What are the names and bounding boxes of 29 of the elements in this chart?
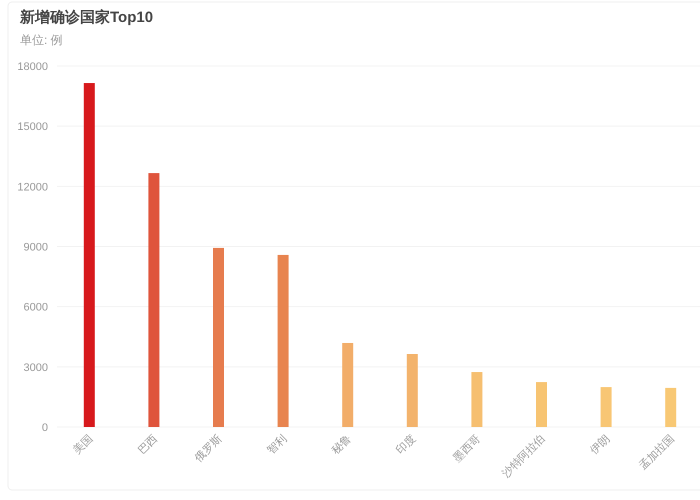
y-tick-label: 0 (42, 422, 48, 434)
bar (471, 372, 482, 427)
bar (665, 388, 676, 427)
y-tick-label: 12000 (17, 181, 48, 194)
x-tick-label: 智利 (264, 432, 290, 457)
y-tick-label: 6000 (24, 302, 48, 314)
chart-title: 新增确诊国家Top10 (19, 8, 154, 26)
bar (84, 83, 95, 427)
x-tick-label: 孟加拉国 (636, 432, 677, 472)
bar (536, 382, 547, 427)
y-tick-label: 15000 (17, 121, 48, 134)
x-tick-label: 印度 (394, 432, 418, 457)
x-tick-label: 巴西 (136, 432, 160, 457)
x-tick-label: 美国 (70, 432, 96, 457)
y-tick-label: 18000 (17, 61, 48, 73)
x-tick-label: 墨西哥 (451, 432, 484, 464)
bar (278, 254, 289, 427)
x-tick-label: 伊朗 (587, 432, 612, 457)
x-tick-label: 俄罗斯 (192, 432, 225, 464)
bar (148, 173, 160, 427)
y-tick-label: 3000 (24, 362, 48, 374)
bar (600, 387, 612, 427)
x-tick-label: 秘鲁 (330, 432, 354, 457)
bar (406, 354, 418, 427)
bar (213, 248, 224, 427)
x-tick-label: 沙特阿拉伯 (500, 432, 548, 480)
chart-subtitle: 单位: 例 (20, 33, 63, 47)
y-tick-label: 9000 (24, 242, 48, 254)
bar (342, 342, 354, 427)
